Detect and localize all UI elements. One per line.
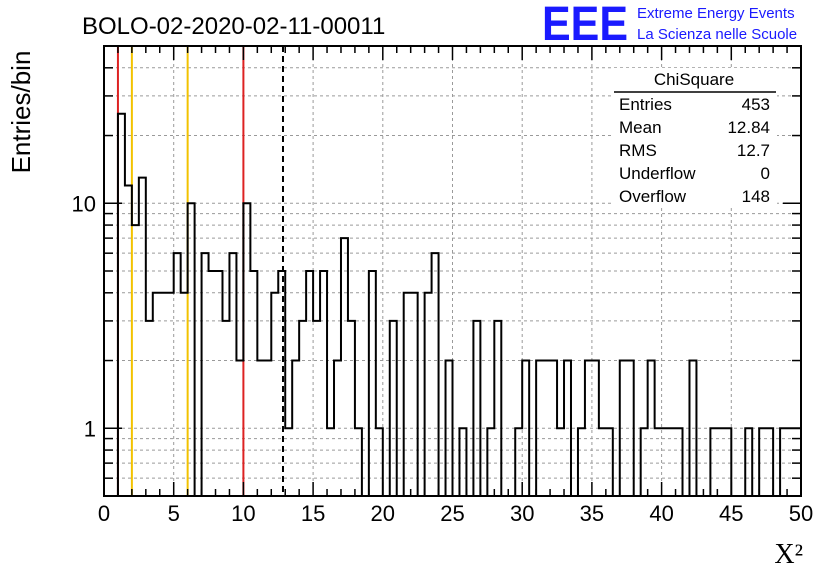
axes: [103, 45, 802, 497]
histogram-series: [104, 112, 802, 497]
x-tick-label: 15: [301, 501, 325, 526]
stats-row-label: Underflow: [619, 164, 696, 183]
x-axis-label: X²: [774, 539, 803, 570]
tick-labels: 0 5 10 15 20 25 30 35 40 45 50 1 10: [72, 191, 814, 526]
stats-row-value: 148: [742, 187, 770, 206]
stats-row-value: 12.7: [737, 141, 770, 160]
x-tick-label: 45: [719, 501, 743, 526]
eee-logo: EEE: [542, 0, 628, 51]
x-tick-label: 0: [98, 501, 110, 526]
y-tick-label: 1: [84, 416, 96, 441]
stats-row-value: 12.84: [727, 118, 770, 137]
x-tick-label: 30: [510, 501, 534, 526]
stats-row-label: Mean: [619, 118, 662, 137]
stats-box: ChiSquare Entries 453 Mean 12.84 RMS 12.7 Unde…: [612, 68, 777, 208]
stats-row-value: 0: [761, 164, 770, 183]
stats-row-label: Overflow: [619, 187, 687, 206]
y-axis-label: Entries/bin: [6, 51, 36, 174]
x-tick-label: 25: [440, 501, 464, 526]
x-tick-label: 10: [231, 501, 255, 526]
run-title: BOLO-02-2020-02-11-00011: [82, 13, 385, 40]
x-tick-label: 5: [168, 501, 180, 526]
org-name: Extreme Energy Events: [637, 5, 795, 22]
stats-row-value: 453: [742, 95, 770, 114]
x-tick-label: 35: [580, 501, 604, 526]
org-tagline: La Scienza nelle Scuole: [637, 26, 797, 43]
x-tick-label: 20: [371, 501, 395, 526]
stats-row-label: Entries: [619, 95, 672, 114]
stats-row-label: RMS: [619, 141, 657, 160]
x-tick-label: 50: [789, 501, 813, 526]
x-tick-label: 40: [649, 501, 673, 526]
y-tick-label: 10: [72, 191, 96, 216]
stats-title: ChiSquare: [654, 70, 734, 89]
